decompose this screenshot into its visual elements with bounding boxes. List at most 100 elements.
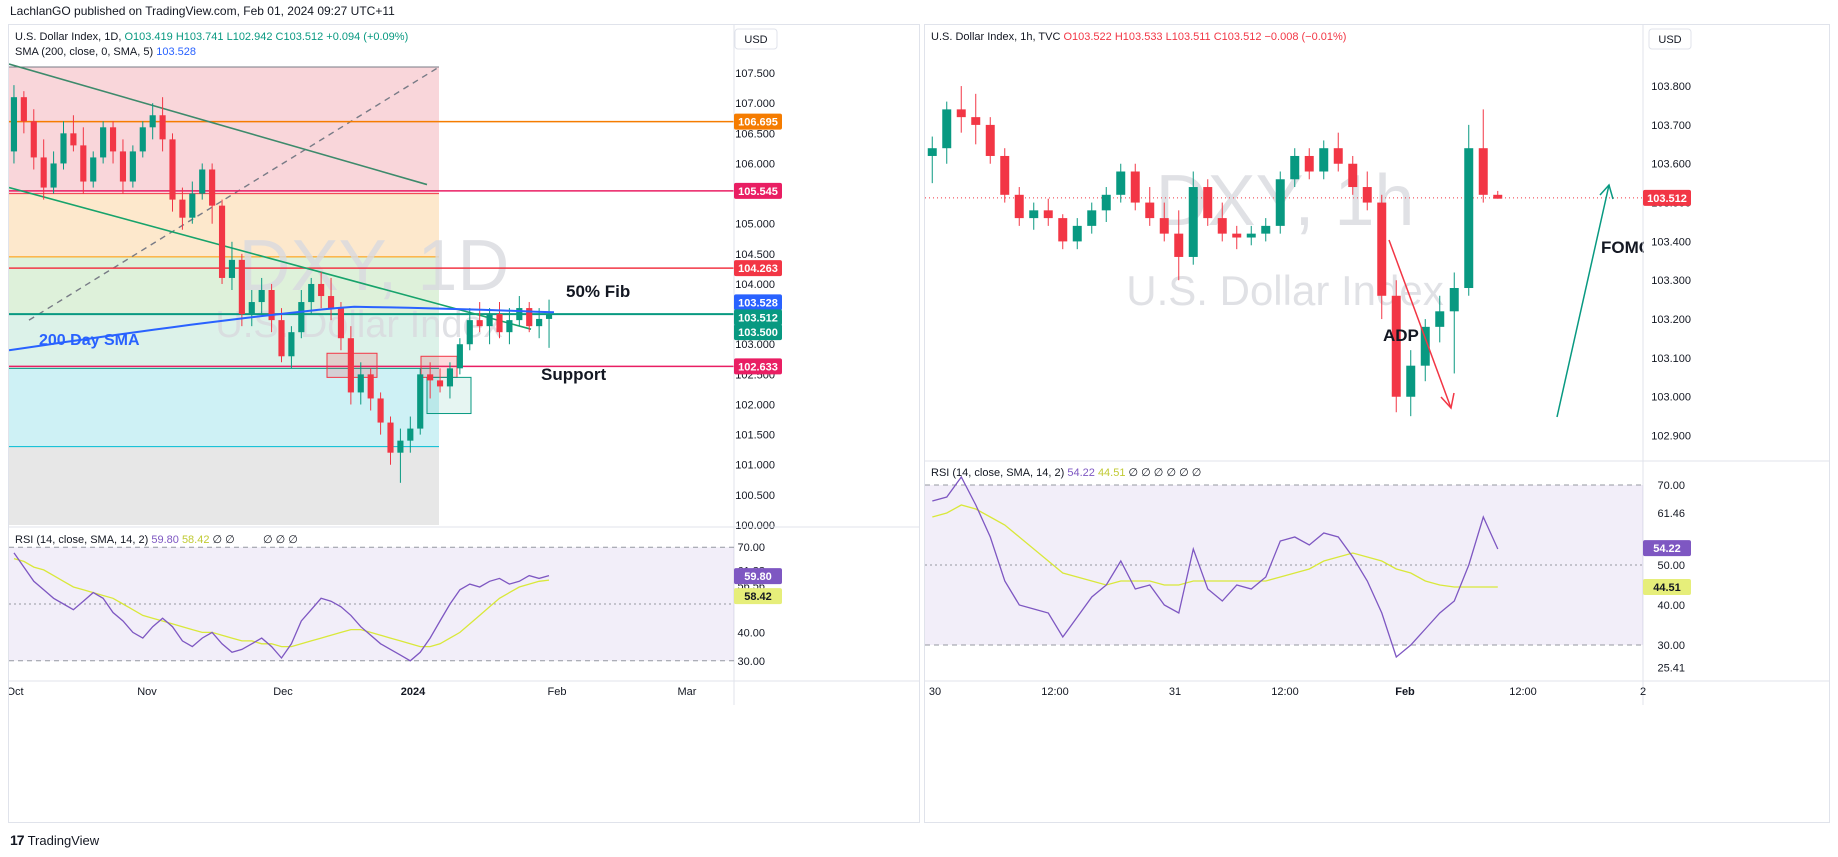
price-tick-1: 107.000 xyxy=(735,98,775,110)
price-tick-6: 104.500 xyxy=(735,249,775,261)
daily-candle-44 xyxy=(446,368,454,387)
hourly-candle-1 xyxy=(942,109,952,149)
price-tick-0: 107.500 xyxy=(735,68,775,80)
daily-candle-0 xyxy=(10,97,18,152)
daily-candle-48 xyxy=(486,314,493,327)
daily-candle-7 xyxy=(80,145,87,182)
rsi-axis-bg xyxy=(1644,465,1829,680)
hourly-candle-32 xyxy=(1391,295,1401,397)
daily-chart-panel[interactable]: DXY, 1D U.S. Dollar Index 50% Fib 200 Day S… xyxy=(8,24,920,823)
daily-candle-31 xyxy=(318,283,325,297)
hourly-candle-0 xyxy=(927,148,937,156)
daily-candle-38 xyxy=(387,422,394,453)
price-badge-4: 103.512 xyxy=(738,312,778,324)
daily-candle-47 xyxy=(476,320,483,327)
hourly-candle-14 xyxy=(1130,171,1140,203)
rsi-badge-1-bg xyxy=(1643,578,1691,595)
hourly-candle-34 xyxy=(1420,326,1430,366)
footer-brand[interactable]: TradingView xyxy=(27,832,100,848)
fomc-arrowhead xyxy=(1599,183,1614,200)
time-label-3: 2024 xyxy=(401,686,426,698)
rsi-tick-0: 70.00 xyxy=(737,542,765,554)
price-tick-5: 103.300 xyxy=(1651,275,1691,287)
hourly-candle-9 xyxy=(1058,218,1068,242)
rsi-badge-0: 54.22 xyxy=(1653,543,1681,555)
hourly-candle-4 xyxy=(985,124,995,156)
daily-candle-6 xyxy=(70,133,77,146)
rsi-legend: RSI (14, close, SMA, 14, 2) 54.22 44.51 … xyxy=(931,467,1201,479)
daily-candle-27 xyxy=(278,320,285,357)
hourly-candle-5 xyxy=(1000,155,1010,195)
daily-candle-14 xyxy=(149,115,156,128)
daily-candle-17 xyxy=(179,199,186,218)
rsi-tick-4: 30.00 xyxy=(737,656,765,668)
hourly-candle-16 xyxy=(1159,218,1169,234)
daily-candle-33 xyxy=(337,308,345,339)
price-badge-5: 103.500 xyxy=(738,327,778,339)
rsi-tick-0: 70.00 xyxy=(1657,480,1685,492)
hourly-candle-12 xyxy=(1101,194,1111,211)
daily-candle-11 xyxy=(119,151,127,182)
rsi-badge-1-bg xyxy=(734,588,782,605)
daily-candle-12 xyxy=(129,151,136,182)
fib-zone-3 xyxy=(9,314,439,369)
price-badge-4-bg xyxy=(734,309,782,326)
daily-candle-24 xyxy=(248,302,255,315)
currency-button[interactable] xyxy=(1648,28,1692,50)
daily-candle-20 xyxy=(209,169,216,206)
hourly-candle-8 xyxy=(1043,210,1053,219)
watermark-symbol: DXY, 1D xyxy=(239,226,510,306)
daily-candle-19 xyxy=(199,169,206,194)
price-tick-2: 106.500 xyxy=(735,128,775,140)
channel-upper xyxy=(9,63,428,186)
rsi-legend-extra: ∅ ∅ ∅ xyxy=(263,534,298,546)
price-tick-3: 106.000 xyxy=(735,158,775,170)
daily-candle-53 xyxy=(536,318,543,327)
annotation-50-fib: 50% Fib xyxy=(566,282,630,301)
price-tick-0: 103.800 xyxy=(1651,81,1691,93)
daily-candle-30 xyxy=(308,283,315,303)
daily-candle-42 xyxy=(427,374,434,381)
tradingview-logo-icon[interactable]: 17 xyxy=(10,832,25,848)
hourly-candle-35 xyxy=(1435,311,1445,327)
time-label-1: Nov xyxy=(137,686,157,698)
hourly-candle-28 xyxy=(1333,148,1343,164)
rsi-tick-5: 25.41 xyxy=(1657,662,1685,674)
price-axis-bg xyxy=(1644,25,1829,822)
hourly-candle-10 xyxy=(1072,225,1082,242)
adp-arrowhead xyxy=(1440,392,1455,410)
rsi-tick-3: 40.00 xyxy=(737,627,765,639)
hourly-chart-panel[interactable]: DXY, 1h U.S. Dollar Index ADP FOMC U.S. Doll… xyxy=(924,24,1830,823)
price-tick-9: 103.000 xyxy=(735,339,775,351)
time-label-0: Oct xyxy=(9,686,24,698)
daily-candle-2 xyxy=(30,121,37,158)
price-tick-13: 101.000 xyxy=(735,460,775,472)
hourly-candle-19 xyxy=(1203,187,1213,219)
daily-candle-8 xyxy=(90,157,97,182)
daily-chart-svg[interactable]: DXY, 1DU.S. Dollar Index 50% Fib 200 Day S… xyxy=(9,25,919,822)
price-tick-2: 103.600 xyxy=(1651,159,1691,171)
rsi-ma-line xyxy=(13,557,550,648)
daily-candle-45 xyxy=(456,344,463,369)
hourly-candle-7 xyxy=(1029,210,1039,219)
currency-button[interactable] xyxy=(734,28,778,50)
hourly-candle-30 xyxy=(1362,187,1372,203)
time-label-1: 12:00 xyxy=(1041,686,1069,698)
price-tick-12: 101.500 xyxy=(735,430,775,442)
daily-candle-29 xyxy=(298,302,305,333)
price-tick-8: 103.000 xyxy=(1651,392,1691,404)
price-badge-3: 103.528 xyxy=(738,297,778,309)
legend-sma: SMA (200, close, 0, SMA, 5) 103.528 xyxy=(15,46,196,58)
daily-candle-26 xyxy=(268,290,275,321)
rsi-tick-3: 40.00 xyxy=(1657,600,1685,612)
time-label-2: 31 xyxy=(1169,686,1181,698)
daily-candle-32 xyxy=(327,296,335,309)
price-badge-5-bg xyxy=(734,324,782,341)
price-badge-0-bg xyxy=(734,113,782,130)
hourly-candle-26 xyxy=(1304,155,1314,172)
legend-ohlc: U.S. Dollar Index, 1h, TVC O103.522 H103… xyxy=(931,31,1346,43)
daily-candle-43 xyxy=(436,380,444,387)
rsi-tick-4: 30.00 xyxy=(1657,640,1685,652)
watermark-name: U.S. Dollar Index xyxy=(215,304,502,346)
